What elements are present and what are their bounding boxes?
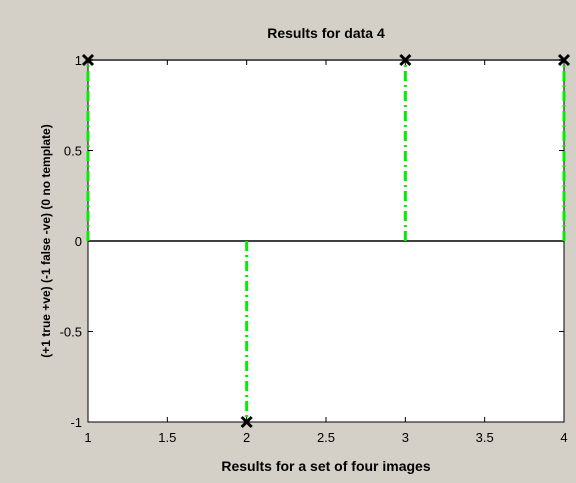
- x-axis-label: Results for a set of four images: [221, 458, 430, 474]
- x-tick-label: 1: [84, 430, 91, 445]
- data-point-marker: [399, 53, 412, 67]
- y-tick-label: -0.5: [60, 325, 82, 340]
- x-tick-label: 4: [560, 430, 567, 445]
- x-tick-label: 2.5: [317, 430, 335, 445]
- y-tick-label: 0: [75, 234, 82, 249]
- x-tick-label: 1.5: [158, 430, 176, 445]
- x-tick-label: 3.5: [476, 430, 494, 445]
- y-tick-label: 0.5: [64, 144, 82, 159]
- markers-group: [81, 53, 571, 429]
- x-tick-label: 3: [402, 430, 409, 445]
- y-tick-label: 1: [75, 53, 82, 68]
- data-point-marker: [240, 415, 253, 429]
- y-axis-label: (+1 true +ve) (-1 false -ve) (0 no templ…: [39, 124, 53, 357]
- data-point-marker: [557, 53, 571, 67]
- chart-title: Results for data 4: [267, 25, 385, 41]
- data-point-marker: [81, 53, 95, 67]
- x-tick-label: 2: [243, 430, 250, 445]
- x-axis-ticks: 1 1.5 2 2.5 3 3.5 4: [84, 60, 568, 445]
- y-tick-label: -1: [70, 415, 82, 430]
- y-axis-ticks: -1 -0.5 0 0.5 1: [60, 53, 564, 430]
